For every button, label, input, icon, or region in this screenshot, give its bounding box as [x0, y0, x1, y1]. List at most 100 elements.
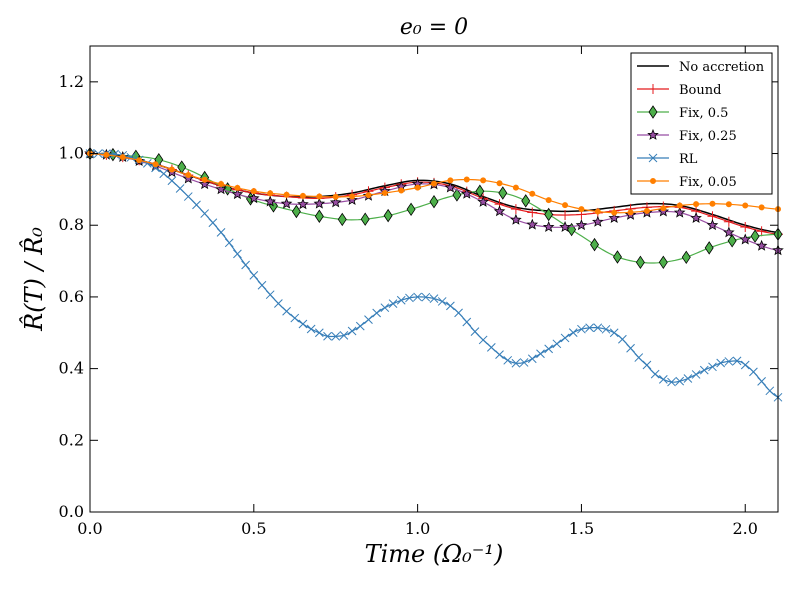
data-point	[568, 328, 578, 337]
data-point	[676, 202, 683, 209]
data-point	[372, 308, 382, 318]
data-point	[577, 324, 586, 334]
data-point	[742, 202, 749, 209]
legend-box	[630, 52, 773, 195]
data-point	[575, 219, 588, 231]
data-point	[601, 324, 611, 334]
data-point	[612, 250, 622, 264]
series-fix-0-05	[87, 150, 781, 216]
data-point	[175, 184, 185, 193]
data-point	[313, 197, 326, 209]
data-point	[765, 386, 775, 396]
data-point	[332, 193, 339, 200]
data-point	[704, 241, 714, 255]
data-point	[709, 200, 716, 207]
data-point	[723, 226, 735, 238]
data-point	[536, 349, 545, 359]
data-point	[446, 301, 455, 311]
data-point	[280, 197, 293, 209]
data-point	[560, 333, 570, 343]
data-point	[740, 222, 751, 233]
data-point	[650, 369, 660, 379]
data-point	[592, 215, 604, 227]
data-point	[299, 192, 306, 199]
data-point	[224, 238, 234, 248]
data-point	[593, 323, 603, 333]
legend-item: Fix, 0.25	[637, 128, 737, 144]
legend-label: Bound	[679, 83, 721, 98]
data-point	[233, 249, 242, 259]
data-point	[562, 202, 569, 209]
data-point	[755, 239, 768, 251]
data-point	[526, 218, 539, 230]
data-point	[648, 153, 658, 163]
y-tick-label: 0.4	[59, 359, 84, 378]
data-point	[349, 193, 356, 200]
data-point	[119, 154, 126, 161]
data-point	[480, 177, 487, 184]
data-point	[642, 360, 652, 370]
y-tick-label: 1.0	[59, 144, 84, 163]
legend-label: RL	[679, 152, 698, 167]
data-point	[477, 195, 489, 207]
data-point	[618, 334, 627, 344]
data-point	[496, 180, 503, 187]
data-point	[510, 213, 522, 225]
x-tick-label: 1.5	[569, 519, 594, 538]
data-point	[681, 250, 691, 265]
data-point	[727, 234, 737, 248]
data-point	[360, 212, 370, 226]
data-point	[740, 360, 750, 370]
data-point	[298, 319, 308, 329]
data-point	[658, 375, 668, 384]
data-point	[200, 209, 210, 218]
data-point	[257, 280, 267, 290]
data-point	[314, 209, 324, 223]
data-point	[331, 332, 341, 341]
data-point	[297, 198, 309, 210]
data-point	[381, 189, 388, 196]
data-point	[126, 152, 136, 162]
tick-layer: 0.0 0.5 1.0 1.5 2.0 0.0 0.2 0.4 0.6 0.8 1.0 1.2	[59, 46, 778, 538]
data-point	[693, 201, 700, 208]
data-point	[495, 350, 504, 359]
data-point	[413, 292, 422, 302]
data-point	[463, 176, 470, 183]
data-point	[611, 209, 618, 216]
data-point	[749, 367, 758, 377]
data-point	[291, 204, 301, 219]
data-point	[274, 299, 283, 308]
data-point	[421, 292, 431, 302]
data-point	[544, 207, 554, 222]
data-point	[470, 327, 480, 336]
data-point	[648, 105, 658, 119]
data-point	[192, 200, 201, 210]
data-point	[265, 290, 275, 300]
y-tick-label: 1.2	[59, 72, 84, 91]
data-point	[552, 339, 562, 349]
data-point	[544, 344, 554, 354]
data-point	[503, 355, 513, 365]
data-point	[316, 193, 323, 200]
legend-label: No accretion	[679, 60, 765, 75]
data-point	[634, 353, 644, 362]
data-point	[699, 365, 709, 375]
data-point	[429, 294, 439, 303]
legend-item: RL	[637, 152, 698, 167]
data-point	[339, 330, 349, 340]
data-point	[511, 358, 521, 368]
data-point	[183, 192, 193, 201]
data-point	[216, 228, 226, 237]
legend-item: No accretion	[637, 60, 765, 75]
data-point	[159, 169, 169, 179]
chart-title: e₀ = 0	[400, 15, 468, 40]
data-point	[267, 190, 274, 197]
data-point	[314, 328, 324, 338]
data-point	[716, 358, 726, 368]
data-point	[750, 229, 760, 243]
data-point	[643, 207, 650, 214]
data-point	[323, 331, 332, 341]
legend-item: Fix, 0.5	[637, 105, 728, 121]
data-point	[690, 211, 702, 223]
